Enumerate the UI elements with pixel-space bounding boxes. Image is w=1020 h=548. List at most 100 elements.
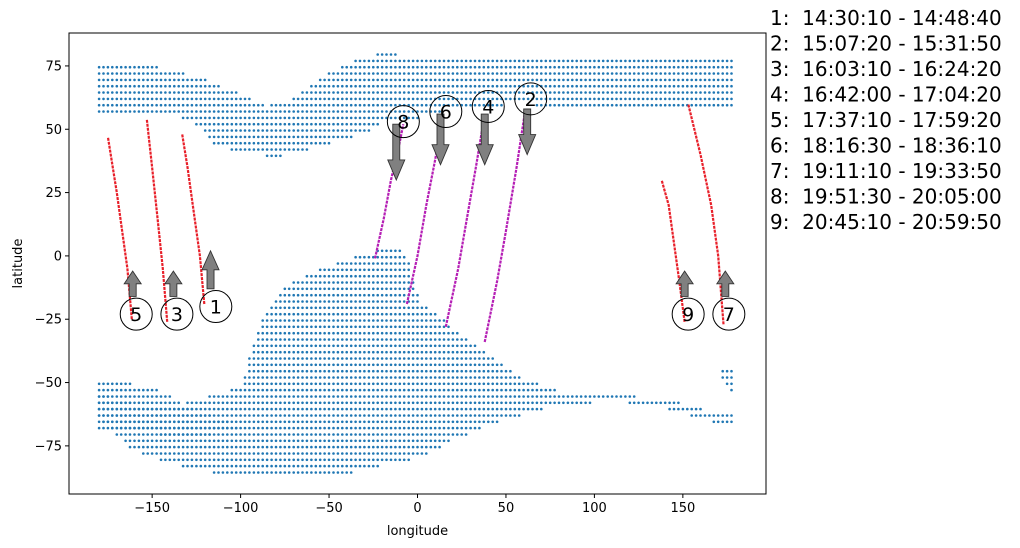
grid-point: [526, 72, 530, 75]
grid-point: [261, 122, 265, 126]
grid-point: [571, 65, 574, 69]
grid-point: [332, 97, 335, 101]
grid-point: [478, 376, 481, 379]
grid-point: [478, 350, 481, 354]
grid-point: [411, 401, 415, 405]
grid-point: [637, 84, 640, 88]
grid-point: [398, 414, 402, 417]
grid-point: [252, 395, 256, 398]
grid-point: [146, 439, 149, 443]
grid-point: [243, 426, 247, 430]
grid-point: [451, 420, 455, 424]
grid-point: [588, 59, 592, 63]
grid-point: [407, 426, 411, 430]
grid-point: [473, 363, 477, 367]
grid-point: [363, 84, 366, 88]
grid-point: [526, 395, 530, 398]
grid-point: [389, 407, 393, 411]
grid-point: [292, 464, 296, 468]
grid-point: [261, 363, 265, 367]
grid-point: [234, 458, 238, 462]
grid-point: [442, 78, 446, 82]
grid-point: [349, 388, 353, 392]
grid-point: [411, 433, 415, 436]
grid-point: [677, 103, 680, 107]
direction-arrow-1: [201, 249, 220, 290]
grid-point: [495, 97, 499, 101]
grid-point: [190, 401, 194, 405]
grid-point: [292, 293, 296, 297]
grid-point: [128, 84, 132, 88]
grid-point: [438, 110, 441, 113]
grid-point: [593, 103, 596, 107]
grid-point: [203, 439, 207, 443]
grid-point: [243, 129, 247, 132]
grid-point: [305, 319, 309, 322]
grid-point: [451, 72, 455, 75]
grid-point: [168, 439, 172, 443]
grid-point: [491, 420, 495, 424]
grid-point: [265, 116, 269, 120]
grid-point: [447, 91, 450, 94]
grid-point: [248, 129, 251, 132]
grid-point: [265, 338, 269, 341]
grid-point: [217, 445, 220, 449]
grid-point: [385, 78, 388, 82]
grid-point: [668, 97, 671, 101]
grid-point: [358, 116, 362, 120]
grid-point: [491, 59, 495, 63]
grid-point: [283, 116, 287, 120]
grid-point: [349, 357, 353, 360]
grid-point: [310, 350, 313, 354]
grid-point: [279, 458, 282, 462]
grid-point: [730, 376, 733, 379]
grid-point: [168, 84, 172, 88]
grid-point: [292, 388, 296, 392]
grid-point: [354, 306, 357, 310]
grid-point: [540, 72, 543, 75]
grid-point: [721, 65, 724, 69]
grid-point: [513, 388, 517, 392]
grid-point: [283, 287, 287, 291]
grid-point: [522, 72, 525, 75]
grid-point: [212, 103, 216, 107]
grid-point: [345, 84, 349, 88]
grid-point: [168, 395, 172, 398]
grid-point: [416, 452, 419, 455]
grid-point: [336, 388, 340, 392]
grid-point: [478, 426, 481, 430]
grid-point: [230, 471, 234, 474]
grid-point: [186, 420, 189, 424]
grid-point: [354, 363, 357, 367]
grid-point: [487, 369, 490, 373]
grid-point: [349, 65, 353, 69]
grid-point: [372, 325, 375, 329]
grid-point: [553, 84, 556, 88]
grid-point: [274, 300, 278, 303]
grid-point: [354, 407, 357, 411]
grid-point: [482, 65, 486, 69]
grid-point: [588, 97, 592, 101]
grid-point: [323, 369, 326, 373]
grid-point: [257, 407, 260, 411]
grid-point: [292, 116, 296, 120]
grid-point: [137, 445, 141, 449]
grid-point: [451, 78, 455, 82]
grid-point: [279, 357, 282, 360]
grid-point: [681, 59, 685, 63]
grid-point: [332, 306, 335, 310]
grid-point: [668, 65, 671, 69]
grid-point: [252, 458, 256, 462]
grid-point: [341, 129, 344, 132]
grid-point: [531, 388, 534, 392]
grid-point: [217, 452, 220, 455]
grid-point: [407, 420, 411, 424]
grid-point: [305, 91, 309, 94]
grid-point: [548, 65, 552, 69]
grid-point: [376, 306, 380, 310]
grid-point: [128, 110, 132, 113]
grid-point: [283, 452, 287, 455]
grid-point: [615, 72, 618, 75]
grid-point: [416, 306, 419, 310]
grid-point: [208, 452, 211, 455]
